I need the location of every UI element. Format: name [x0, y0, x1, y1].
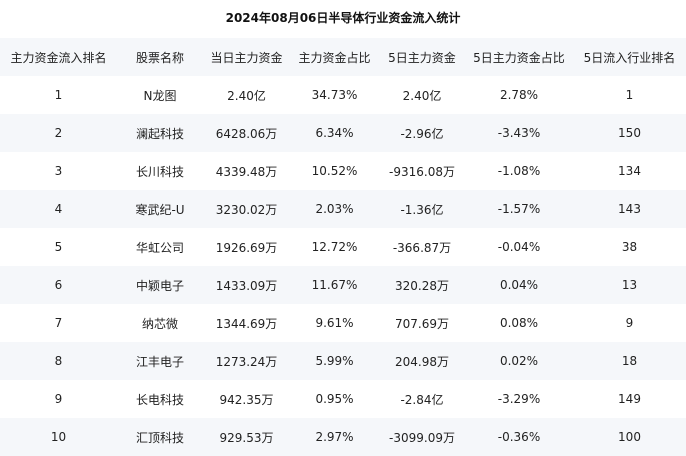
five-day-ratio-cell: -3.29% — [465, 380, 573, 418]
five-day-industry-rank-cell: 18 — [573, 342, 686, 380]
rank-cell: 9 — [0, 380, 117, 418]
main-fund-ratio-cell: 12.72% — [290, 228, 379, 266]
page-title: 2024年08月06日半导体行业资金流入统计 — [225, 11, 461, 25]
daily-main-fund-cell: 4339.48万 — [203, 152, 290, 190]
five-day-main-fund-cell: -3099.09万 — [379, 418, 465, 456]
daily-main-fund-cell: 1926.69万 — [203, 228, 290, 266]
five-day-industry-rank-cell: 150 — [573, 114, 686, 152]
daily-main-fund-cell: 1433.09万 — [203, 266, 290, 304]
daily-main-fund-cell: 942.35万 — [203, 380, 290, 418]
table-row: 8 江丰电子 1273.24万 5.99% 204.98万 0.02% 18 — [0, 342, 686, 380]
stock-name-header: 股票名称 — [117, 38, 203, 76]
daily-main-fund-cell: 929.53万 — [203, 418, 290, 456]
five-day-industry-rank-cell: 1 — [573, 76, 686, 114]
five-day-main-fund-cell: 707.69万 — [379, 304, 465, 342]
five-day-ratio-cell: 0.02% — [465, 342, 573, 380]
five-day-ratio-cell: 2.78% — [465, 76, 573, 114]
rank-cell: 7 — [0, 304, 117, 342]
table-body: 1 N龙图 2.40亿 34.73% 2.40亿 2.78% 1 2 澜起科技 6428.06万 6… — [0, 76, 686, 456]
stock-name-cell: 汇顶科技 — [117, 418, 203, 456]
five-day-main-fund-cell: 2.40亿 — [379, 76, 465, 114]
main-fund-ratio-cell: 0.95% — [290, 380, 379, 418]
table-row: 2 澜起科技 6428.06万 6.34% -2.96亿 -3.43% 150 — [0, 114, 686, 152]
stock-name-cell: 长川科技 — [117, 152, 203, 190]
main-fund-ratio-cell: 34.73% — [290, 76, 379, 114]
rank-cell: 1 — [0, 76, 117, 114]
five-day-ratio-cell: -3.43% — [465, 114, 573, 152]
rank-cell: 6 — [0, 266, 117, 304]
five-day-main-fund-cell: -9316.08万 — [379, 152, 465, 190]
five-day-industry-rank-cell: 149 — [573, 380, 686, 418]
stock-name-cell: 江丰电子 — [117, 342, 203, 380]
table-row: 9 长电科技 942.35万 0.95% -2.84亿 -3.29% 149 — [0, 380, 686, 418]
table-row: 7 纳芯微 1344.69万 9.61% 707.69万 0.08% 9 — [0, 304, 686, 342]
main-fund-ratio-cell: 6.34% — [290, 114, 379, 152]
main-fund-ratio-cell: 2.97% — [290, 418, 379, 456]
five-day-ratio-cell: -0.36% — [465, 418, 573, 456]
five-day-ratio-cell: 0.08% — [465, 304, 573, 342]
table-row: 4 寒武纪-U 3230.02万 2.03% -1.36亿 -1.57% 143 — [0, 190, 686, 228]
rank-header: 主力资金流入排名 — [0, 38, 117, 76]
five-day-ratio-header: 5日主力资金占比 — [465, 38, 573, 76]
five-day-ratio-cell: -0.04% — [465, 228, 573, 266]
table-header-row: 主力资金流入排名 股票名称 当日主力资金 主力资金占比 5日主力资金 5日主力资金占比 5日… — [0, 38, 686, 76]
five-day-industry-rank-cell: 13 — [573, 266, 686, 304]
five-day-main-fund-cell: -2.84亿 — [379, 380, 465, 418]
five-day-industry-rank-cell: 38 — [573, 228, 686, 266]
daily-main-fund-cell: 6428.06万 — [203, 114, 290, 152]
table-row: 10 汇顶科技 929.53万 2.97% -3099.09万 -0.36% 100 — [0, 418, 686, 456]
main-fund-ratio-cell: 9.61% — [290, 304, 379, 342]
rank-cell: 10 — [0, 418, 117, 456]
rank-cell: 8 — [0, 342, 117, 380]
stock-name-cell: N龙图 — [117, 76, 203, 114]
five-day-main-fund-cell: -366.87万 — [379, 228, 465, 266]
main-fund-ratio-header: 主力资金占比 — [290, 38, 379, 76]
five-day-industry-rank-cell: 143 — [573, 190, 686, 228]
daily-main-fund-header: 当日主力资金 — [203, 38, 290, 76]
daily-main-fund-cell: 2.40亿 — [203, 76, 290, 114]
main-fund-ratio-cell: 10.52% — [290, 152, 379, 190]
five-day-ratio-cell: 0.04% — [465, 266, 573, 304]
five-day-ratio-cell: -1.57% — [465, 190, 573, 228]
five-day-main-fund-cell: -2.96亿 — [379, 114, 465, 152]
rank-cell: 4 — [0, 190, 117, 228]
stock-name-cell: 华虹公司 — [117, 228, 203, 266]
five-day-industry-rank-header: 5日流入行业排名 — [573, 38, 686, 76]
stock-name-cell: 纳芯微 — [117, 304, 203, 342]
five-day-main-fund-cell: -1.36亿 — [379, 190, 465, 228]
main-fund-ratio-cell: 5.99% — [290, 342, 379, 380]
fund-flow-table: 主力资金流入排名 股票名称 当日主力资金 主力资金占比 5日主力资金 5日主力资金占比 5日… — [0, 38, 686, 456]
table-row: 5 华虹公司 1926.69万 12.72% -366.87万 -0.04% 38 — [0, 228, 686, 266]
five-day-industry-rank-cell: 9 — [573, 304, 686, 342]
daily-main-fund-cell: 1273.24万 — [203, 342, 290, 380]
five-day-ratio-cell: -1.08% — [465, 152, 573, 190]
five-day-main-fund-header: 5日主力资金 — [379, 38, 465, 76]
stock-name-cell: 长电科技 — [117, 380, 203, 418]
main-fund-ratio-cell: 2.03% — [290, 190, 379, 228]
five-day-main-fund-cell: 204.98万 — [379, 342, 465, 380]
stock-name-cell: 中颖电子 — [117, 266, 203, 304]
five-day-industry-rank-cell: 100 — [573, 418, 686, 456]
stock-name-cell: 澜起科技 — [117, 114, 203, 152]
stock-name-cell: 寒武纪-U — [117, 190, 203, 228]
daily-main-fund-cell: 1344.69万 — [203, 304, 290, 342]
five-day-industry-rank-cell: 134 — [573, 152, 686, 190]
table-row: 6 中颖电子 1433.09万 11.67% 320.28万 0.04% 13 — [0, 266, 686, 304]
daily-main-fund-cell: 3230.02万 — [203, 190, 290, 228]
table-row: 3 长川科技 4339.48万 10.52% -9316.08万 -1.08% 134 — [0, 152, 686, 190]
five-day-main-fund-cell: 320.28万 — [379, 266, 465, 304]
main-fund-ratio-cell: 11.67% — [290, 266, 379, 304]
rank-cell: 2 — [0, 114, 117, 152]
rank-cell: 5 — [0, 228, 117, 266]
rank-cell: 3 — [0, 152, 117, 190]
table-row: 1 N龙图 2.40亿 34.73% 2.40亿 2.78% 1 — [0, 76, 686, 114]
